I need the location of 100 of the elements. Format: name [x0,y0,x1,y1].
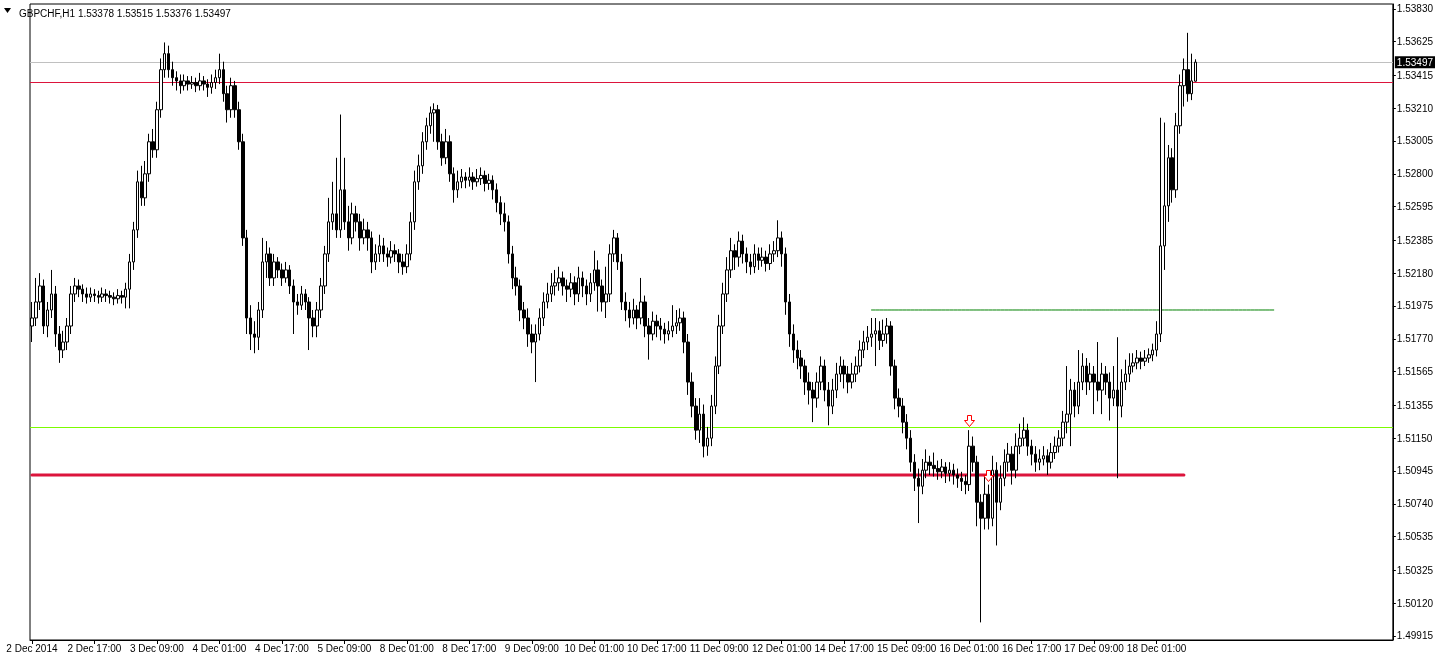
y-tick-label: 1.49915 [1396,630,1434,642]
candlestick [77,279,81,298]
x-tick-label: 5 Dec 09:00 [317,642,372,654]
candlestick [456,170,459,199]
candlestick [194,77,198,93]
x-tick-label: 4 Dec 17:00 [254,642,310,654]
candlestick [85,287,88,305]
candlestick [112,291,116,306]
candlestick [198,72,202,92]
x-tick-label: 16 Dec 17:00 [1001,642,1062,654]
y-tick-label: 1.51975 [1396,300,1434,312]
x-tick-label: 2 Dec 2014 [6,642,58,654]
candlestick [956,468,959,489]
x-tick-label: 17 Dec 09:00 [1064,642,1125,654]
y-tick-label: 1.53625 [1396,36,1434,48]
candlestick [179,73,182,95]
y-tick-label: 1.53415 [1396,69,1434,81]
candlestick [100,287,104,303]
candlestick [655,314,659,338]
y-tick-label: 1.50740 [1396,498,1434,510]
candlestick [1143,349,1147,367]
y-tick-label: 1.53005 [1396,135,1434,147]
x-tick-label: 8 Dec 17:00 [442,642,497,654]
candlestick [659,317,662,341]
candlestick [757,247,760,271]
y-tick-label: 1.52800 [1396,168,1434,180]
candlestick [229,77,233,119]
candlestick [190,75,194,90]
y-tick-label: 1.52595 [1396,201,1434,213]
candlestick [1038,448,1041,471]
x-tick-label: 2 Dec 17:00 [67,642,122,654]
candlestick [874,317,877,367]
candlestick [468,166,471,188]
candlestick [1139,351,1143,370]
candlestick [760,247,764,268]
candlestick [397,248,401,274]
candlestick [93,288,96,303]
candlestick [81,283,84,303]
candlestick [881,319,885,348]
candlestick [663,322,666,345]
x-tick-label: 10 Dec 17:00 [627,642,687,654]
candlestick [300,285,303,311]
y-tick-label: 1.51770 [1396,333,1434,345]
x-tick-label: 8 Dec 01:00 [379,642,435,654]
ref-line-label: 1.53497 [1396,56,1434,68]
candlestick [210,73,213,95]
candlestick [577,266,580,303]
y-tick-label: 1.51355 [1396,399,1434,411]
candlestick [186,75,190,92]
candlestick [1116,336,1119,479]
candlestick [1077,349,1080,415]
candlestick [389,240,393,265]
x-tick-label: 9 Dec 09:00 [504,642,560,654]
y-tick-label: 1.53210 [1396,102,1434,114]
x-tick-label: 10 Dec 01:00 [564,642,625,654]
candlestick [952,463,955,486]
candlestick [671,304,674,338]
candlestick [842,359,846,389]
y-tick-label: 1.50535 [1396,531,1434,543]
candlestick [382,237,385,263]
candlestick [108,290,112,305]
candlestick [1085,357,1088,396]
x-tick-label: 15 Dec 09:00 [876,642,937,654]
candlestick [768,243,772,271]
candlestick [471,171,475,191]
candlestick [475,168,479,188]
candlestick [206,78,209,98]
y-tick-label: 1.53830 [1396,3,1434,15]
candlestick [737,230,741,268]
candlestick [557,266,561,292]
y-tick-label: 1.50120 [1396,597,1434,609]
candlestick [753,243,756,274]
y-tick-label: 1.50325 [1396,564,1434,576]
y-tick-label: 1.52385 [1396,234,1434,246]
candlestick [339,114,342,239]
candlestick [932,452,936,478]
chart-title: GBPCHF,H1 1.53378 1.53515 1.53376 1.53497 [19,7,232,19]
candlestick [675,309,678,335]
y-tick-label: 1.51565 [1396,366,1434,378]
x-tick-label: 18 Dec 01:00 [1126,642,1187,654]
x-tick-label: 12 Dec 01:00 [751,642,812,654]
candlestick [1186,32,1190,103]
y-tick-label: 1.51150 [1396,432,1433,444]
candlestick [182,73,186,92]
candlestick [944,461,947,484]
x-tick-label: 14 Dec 17:00 [814,642,875,654]
candlestick [967,429,971,492]
candlestick [632,298,635,325]
y-tick-label: 1.52180 [1396,267,1434,279]
candlestick [97,290,100,305]
x-tick-label: 11 Dec 09:00 [689,642,750,654]
candlestick [104,288,108,303]
x-tick-label: 16 Dec 01:00 [939,642,1000,654]
y-tick-label: 1.50945 [1396,465,1434,477]
candlestick [89,287,92,303]
candlestick [483,170,487,192]
candlestick [116,288,120,305]
candlestick [464,171,467,189]
candlestick [1135,349,1139,370]
candlestick [960,471,963,492]
